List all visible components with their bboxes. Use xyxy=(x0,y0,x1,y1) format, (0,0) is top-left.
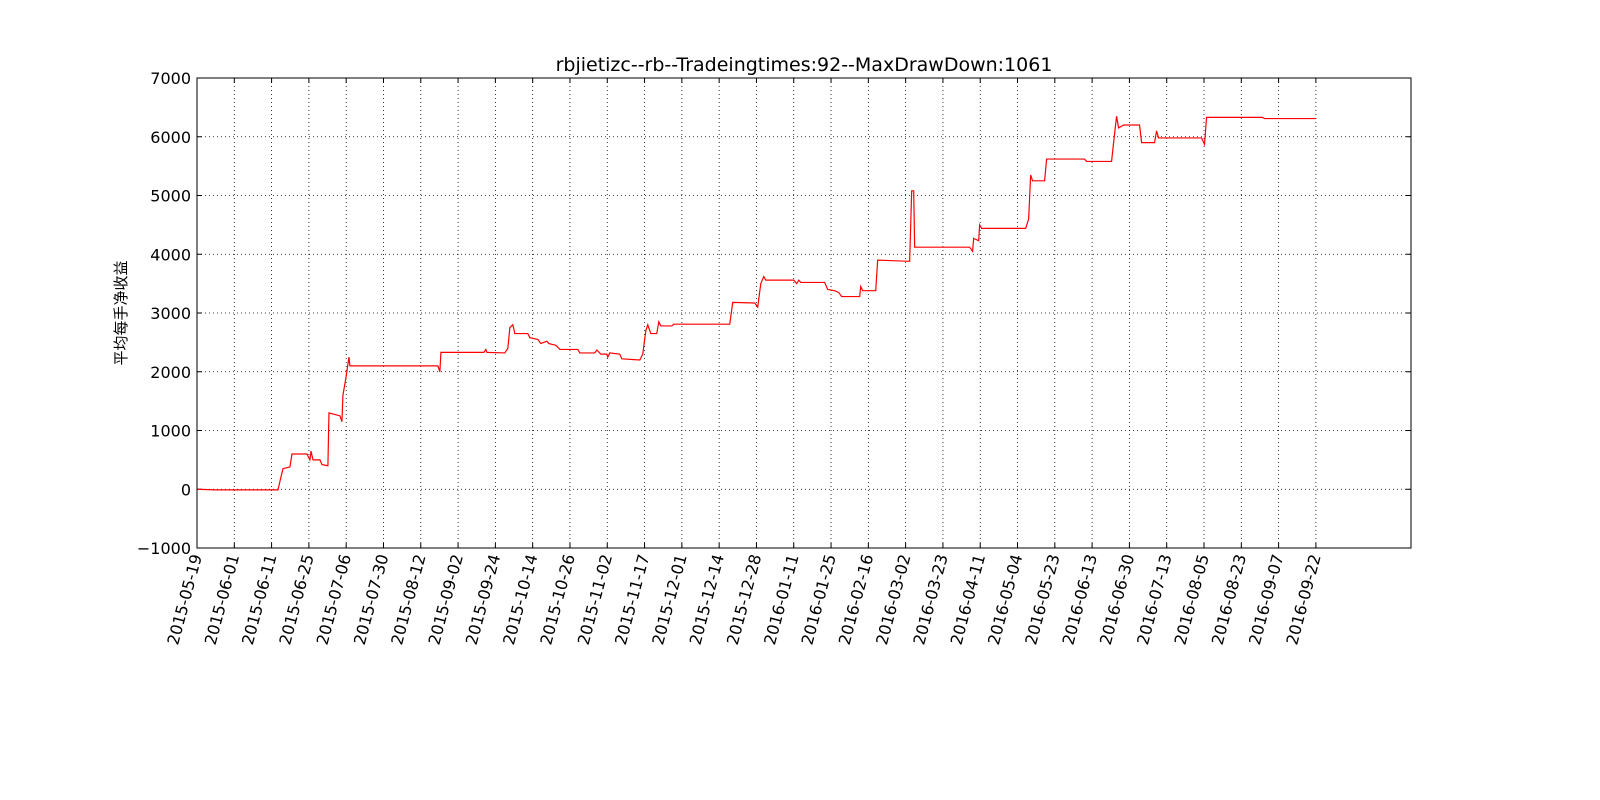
y-tick-label: 5000 xyxy=(150,187,191,206)
plot-frame xyxy=(196,77,1412,549)
line-series xyxy=(196,116,1316,491)
chart-title: rbjietizc--rb--Tradeingtimes:92--MaxDraw… xyxy=(556,54,1053,76)
y-tick-label: −1000 xyxy=(137,539,191,558)
y-tick-label: 7000 xyxy=(150,69,191,88)
y-tick-label: 0 xyxy=(181,480,191,499)
y-axis-label: 平均每手净收益 xyxy=(112,260,130,365)
y-tick-label: 3000 xyxy=(150,304,191,323)
y-tick-label: 2000 xyxy=(150,363,191,382)
y-tick-label: 1000 xyxy=(150,422,191,441)
y-tick-label: 6000 xyxy=(150,128,191,147)
y-tick-label: 4000 xyxy=(150,245,191,264)
